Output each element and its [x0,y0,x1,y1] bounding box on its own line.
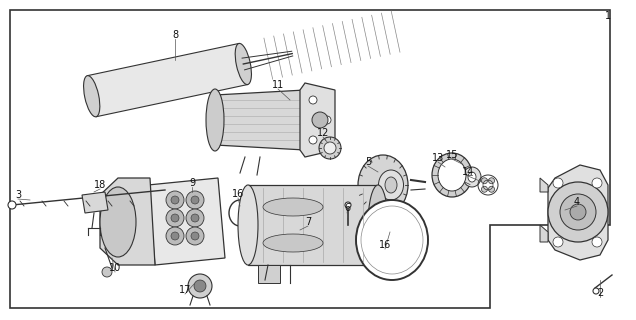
Text: 5: 5 [365,157,371,167]
Circle shape [309,96,317,104]
Ellipse shape [356,200,428,280]
Ellipse shape [432,153,472,197]
Circle shape [592,178,602,188]
Circle shape [166,209,184,227]
Ellipse shape [378,170,403,200]
Text: 18: 18 [94,180,106,190]
Circle shape [553,237,563,247]
Polygon shape [10,10,610,308]
Circle shape [8,201,16,209]
Circle shape [171,196,179,204]
Polygon shape [540,178,548,192]
Ellipse shape [235,44,251,84]
Text: 13: 13 [432,153,444,163]
Ellipse shape [319,137,341,159]
Text: 11: 11 [272,80,284,90]
Circle shape [488,178,495,184]
Circle shape [345,202,351,208]
Circle shape [548,182,608,242]
Circle shape [191,196,199,204]
Polygon shape [215,90,305,150]
Circle shape [166,227,184,245]
Text: 16: 16 [232,189,244,199]
Ellipse shape [263,198,323,216]
Ellipse shape [463,167,481,187]
Circle shape [570,204,586,220]
Text: 8: 8 [172,30,178,40]
Ellipse shape [468,172,476,182]
Circle shape [186,209,204,227]
Circle shape [309,136,317,144]
Circle shape [102,267,112,277]
Text: 16: 16 [379,240,391,250]
Text: 15: 15 [446,150,458,160]
Circle shape [593,288,599,294]
Text: 1: 1 [605,11,611,21]
Circle shape [553,178,563,188]
Polygon shape [100,178,155,265]
Circle shape [186,191,204,209]
Text: 7: 7 [305,217,311,227]
Text: 4: 4 [574,197,580,207]
Ellipse shape [438,159,466,191]
Ellipse shape [385,177,397,193]
Circle shape [191,232,199,240]
Text: 2: 2 [597,288,603,298]
Circle shape [191,214,199,222]
Text: 17: 17 [179,285,191,295]
Circle shape [171,214,179,222]
Ellipse shape [238,185,258,265]
Ellipse shape [206,89,224,151]
Ellipse shape [263,234,323,252]
Circle shape [481,178,487,184]
Ellipse shape [100,187,136,257]
Ellipse shape [83,76,100,117]
Text: 14: 14 [462,167,474,177]
Ellipse shape [361,206,423,274]
Polygon shape [87,44,247,117]
Polygon shape [258,265,280,283]
Polygon shape [300,83,335,157]
Ellipse shape [324,142,336,154]
Circle shape [481,186,487,192]
Circle shape [323,116,331,124]
Text: 12: 12 [317,128,329,138]
Circle shape [560,194,596,230]
Polygon shape [548,165,608,260]
Circle shape [186,227,204,245]
Polygon shape [248,185,378,265]
Circle shape [171,232,179,240]
Text: 10: 10 [109,263,121,273]
Polygon shape [82,192,108,213]
Circle shape [592,237,602,247]
Text: 9: 9 [189,178,195,188]
Ellipse shape [358,155,408,215]
Ellipse shape [368,185,388,265]
Circle shape [312,112,328,128]
Polygon shape [540,225,548,242]
Text: 6: 6 [344,203,350,213]
Text: 3: 3 [15,190,21,200]
Circle shape [194,280,206,292]
Circle shape [188,274,212,298]
Polygon shape [148,178,225,265]
Circle shape [488,186,495,192]
Circle shape [166,191,184,209]
